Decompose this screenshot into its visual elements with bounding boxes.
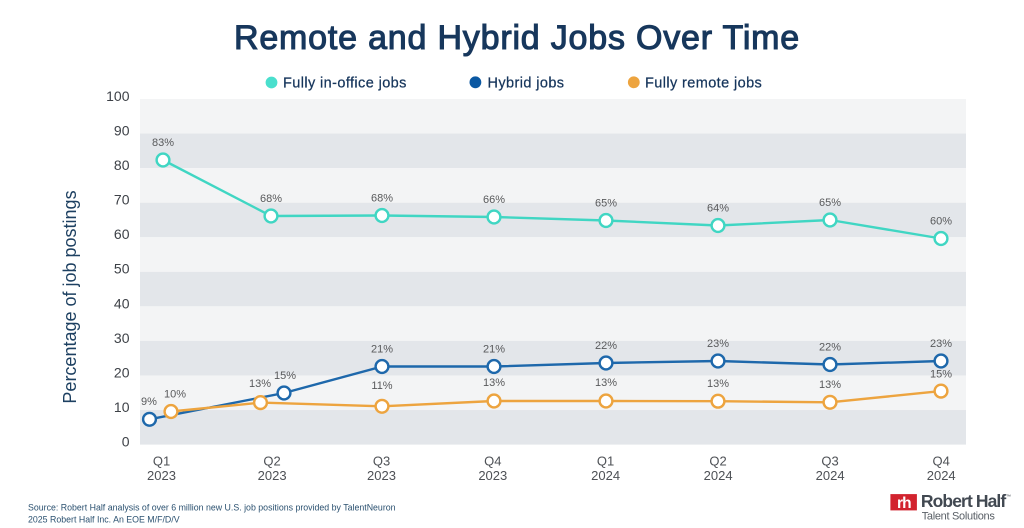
svg-text:23%: 23% <box>930 338 952 350</box>
svg-text:2025 Robert Half Inc. An EOE M: 2025 Robert Half Inc. An EOE M/F/D/V <box>28 515 180 525</box>
svg-text:9%: 9% <box>141 396 157 408</box>
svg-text:Talent Solutions: Talent Solutions <box>922 510 996 522</box>
svg-text:22%: 22% <box>595 340 617 352</box>
svg-text:2023: 2023 <box>258 468 287 483</box>
svg-text:15%: 15% <box>930 368 952 380</box>
svg-text:23%: 23% <box>707 338 729 350</box>
svg-text:Q3: Q3 <box>821 453 838 468</box>
svg-text:21%: 21% <box>483 343 505 355</box>
svg-text:13%: 13% <box>707 378 729 390</box>
svg-text:60: 60 <box>114 226 130 242</box>
svg-text:13%: 13% <box>595 377 617 389</box>
svg-text:40: 40 <box>114 295 130 311</box>
svg-text:15%: 15% <box>274 370 296 382</box>
svg-text:Source: Robert Half analysis o: Source: Robert Half analysis of over 6 m… <box>28 503 396 513</box>
svg-text:2024: 2024 <box>704 468 733 483</box>
svg-text:22%: 22% <box>819 341 841 353</box>
svg-text:rh: rh <box>897 495 911 512</box>
svg-text:Q2: Q2 <box>263 453 280 468</box>
svg-text:Remote and Hybrid Jobs Over Ti: Remote and Hybrid Jobs Over Time <box>234 19 800 57</box>
svg-text:0: 0 <box>122 434 130 450</box>
svg-text:2023: 2023 <box>478 468 507 483</box>
svg-text:Robert Half: Robert Half <box>921 491 1006 511</box>
svg-text:Q1: Q1 <box>597 453 614 468</box>
svg-text:2024: 2024 <box>591 468 620 483</box>
svg-text:Fully remote jobs: Fully remote jobs <box>645 75 762 91</box>
svg-text:11%: 11% <box>371 380 392 392</box>
svg-text:2023: 2023 <box>367 468 396 483</box>
svg-text:2024: 2024 <box>816 468 845 483</box>
svg-text:Q4: Q4 <box>484 453 501 468</box>
svg-text:50: 50 <box>114 261 130 277</box>
svg-text:83%: 83% <box>152 137 174 149</box>
svg-text:13%: 13% <box>249 378 271 390</box>
svg-text:21%: 21% <box>371 343 393 355</box>
svg-text:65%: 65% <box>819 197 841 209</box>
svg-text:30: 30 <box>114 330 130 346</box>
svg-text:60%: 60% <box>930 215 952 227</box>
svg-text:Q4: Q4 <box>933 453 950 468</box>
svg-text:10%: 10% <box>164 388 186 400</box>
svg-text:13%: 13% <box>483 377 505 389</box>
svg-text:Percentage of job postings: Percentage of job postings <box>60 190 80 403</box>
svg-text:80: 80 <box>114 157 130 173</box>
svg-text:13%: 13% <box>819 379 841 391</box>
svg-text:66%: 66% <box>483 194 505 206</box>
svg-text:90: 90 <box>114 123 130 139</box>
svg-text:10: 10 <box>114 399 130 415</box>
svg-text:Q2: Q2 <box>709 453 726 468</box>
svg-text:100: 100 <box>106 88 130 104</box>
svg-text:65%: 65% <box>595 197 617 209</box>
svg-text:2023: 2023 <box>147 468 176 483</box>
svg-text:2024: 2024 <box>927 468 956 483</box>
svg-text:64%: 64% <box>707 202 729 214</box>
svg-text:Q1: Q1 <box>153 453 170 468</box>
svg-text:68%: 68% <box>260 193 282 205</box>
svg-text:Hybrid jobs: Hybrid jobs <box>488 75 565 91</box>
svg-text:70: 70 <box>114 192 130 208</box>
svg-text:68%: 68% <box>371 192 393 204</box>
svg-text:™: ™ <box>1006 494 1011 500</box>
svg-text:Fully in-office jobs: Fully in-office jobs <box>283 75 407 91</box>
svg-text:Q3: Q3 <box>373 453 390 468</box>
svg-text:20: 20 <box>114 364 130 380</box>
